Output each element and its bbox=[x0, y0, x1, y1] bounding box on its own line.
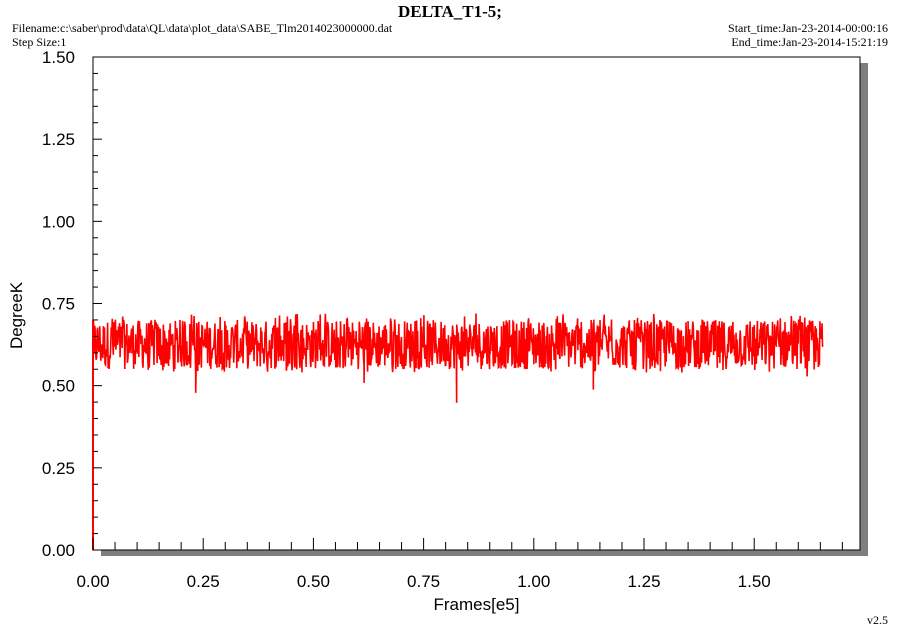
series-point bbox=[312, 348, 315, 351]
series-point bbox=[136, 342, 138, 344]
plot-area bbox=[92, 56, 861, 551]
series-point bbox=[290, 345, 293, 348]
series-point bbox=[806, 375, 808, 377]
step-size-label: Step Size:1 bbox=[12, 35, 67, 49]
y-tick-label: 1.50 bbox=[42, 48, 75, 67]
series-point bbox=[194, 391, 197, 394]
end-time-label: End_time:Jan-23-2014-15:21:19 bbox=[731, 35, 888, 49]
x-tick-label: 0.75 bbox=[407, 572, 440, 591]
x-tick-label: 1.00 bbox=[517, 572, 550, 591]
start-time-label: Start_time:Jan-23-2014-00:00:16 bbox=[728, 21, 888, 35]
y-tick-label: 0.25 bbox=[42, 459, 75, 478]
series-point bbox=[466, 345, 469, 348]
filename-label: Filename:c:\saber\prod\data\QL\data\plot… bbox=[12, 21, 393, 35]
series-point bbox=[577, 348, 579, 351]
y-tick-label: 0.00 bbox=[42, 541, 75, 560]
series-point bbox=[592, 388, 595, 390]
series-point bbox=[709, 342, 711, 344]
series-point bbox=[202, 342, 205, 344]
series-point bbox=[246, 348, 249, 351]
y-tick-label: 1.00 bbox=[42, 212, 75, 231]
tick-layer: 0.00 0.25 0.50 0.75 1.00 1.25 1.50 0.00 0.25 0.50… bbox=[42, 48, 843, 591]
series-point bbox=[224, 345, 227, 348]
series-point bbox=[378, 345, 381, 348]
series-point bbox=[821, 345, 824, 348]
y-tick-label: 0.50 bbox=[42, 377, 75, 396]
series-point bbox=[775, 345, 778, 348]
x-tick-label: 0.25 bbox=[187, 572, 220, 591]
chart-title: DELTA_T1-5; bbox=[398, 2, 502, 21]
series-point bbox=[687, 348, 689, 351]
version-label: v2.5 bbox=[867, 613, 888, 627]
x-tick-label: 0.00 bbox=[76, 572, 109, 591]
x-axis-label: Frames[e5] bbox=[434, 595, 520, 614]
series-point bbox=[731, 345, 733, 348]
x-tick-label: 0.50 bbox=[297, 572, 330, 591]
series-point bbox=[444, 342, 447, 344]
y-tick-label: 1.25 bbox=[42, 130, 75, 149]
series-point bbox=[643, 348, 645, 351]
series-point bbox=[599, 345, 601, 348]
series-point bbox=[510, 345, 513, 348]
series-point bbox=[422, 345, 425, 348]
series-point bbox=[665, 345, 667, 348]
series-point bbox=[334, 345, 337, 348]
x-tick-label: 1.50 bbox=[738, 572, 771, 591]
series-point bbox=[356, 342, 359, 344]
series-point bbox=[455, 401, 458, 403]
series-point bbox=[114, 345, 116, 348]
series-point bbox=[555, 345, 557, 348]
y-axis-label: DegreeK bbox=[7, 281, 26, 349]
series-point bbox=[400, 348, 403, 351]
series-point bbox=[180, 345, 182, 348]
series-point bbox=[488, 348, 491, 351]
series-point bbox=[533, 342, 535, 344]
series-point bbox=[158, 348, 160, 351]
series-point bbox=[268, 342, 271, 344]
x-tick-label: 1.25 bbox=[627, 572, 660, 591]
series-point bbox=[621, 342, 623, 344]
series-point bbox=[753, 348, 756, 351]
series-point bbox=[797, 342, 800, 344]
y-tick-label: 0.75 bbox=[42, 295, 75, 314]
series-line bbox=[92, 313, 824, 403]
series-point bbox=[363, 381, 365, 384]
